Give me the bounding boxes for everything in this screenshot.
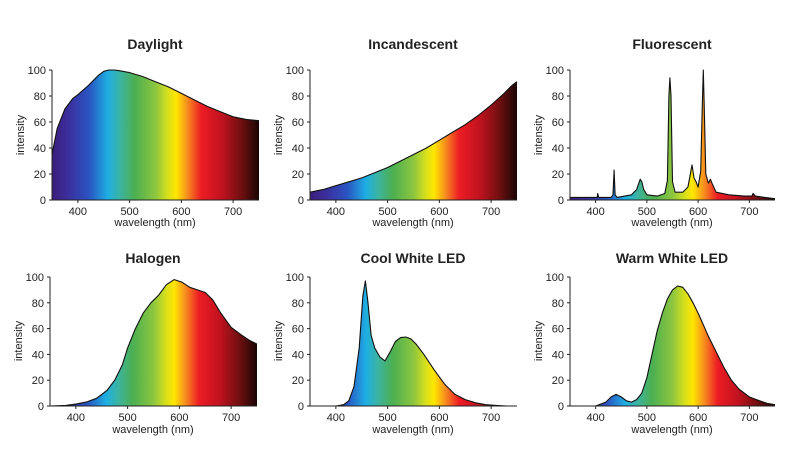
panel-title: Daylight xyxy=(127,36,183,52)
y-tick-label: 20 xyxy=(552,169,564,181)
spectrum-line xyxy=(309,81,518,193)
y-tick-label: 100 xyxy=(546,65,564,77)
x-tick-label: 500 xyxy=(118,412,136,424)
y-tick-label: 0 xyxy=(298,401,304,413)
x-tick-label: 700 xyxy=(740,412,758,424)
spectrum-area xyxy=(310,81,517,200)
spectrum-line xyxy=(570,285,776,407)
panel-fluorescent: Fluorescent wavelength (nm) intensity 0 2… xyxy=(533,36,776,229)
y-tick-label: 60 xyxy=(32,324,44,336)
x-tick-label: 700 xyxy=(740,206,758,218)
panel-cool-white-led: Cool White LED wavelength (nm) intensity… xyxy=(273,250,517,436)
panel-title: Fluorescent xyxy=(632,36,712,52)
y-tick-label: 80 xyxy=(292,298,304,310)
spectrum-line xyxy=(570,69,776,200)
y-axis-label: intensity xyxy=(15,114,27,155)
y-tick-label: 20 xyxy=(34,169,46,181)
y-axis-label: intensity xyxy=(13,320,25,361)
spectrum-line xyxy=(49,279,258,407)
y-tick-label: 100 xyxy=(286,65,304,77)
x-axis-label: wavelength (nm) xyxy=(113,217,195,229)
x-tick-label: 700 xyxy=(482,412,500,424)
spectrum-area xyxy=(50,279,257,406)
y-tick-label: 80 xyxy=(32,298,44,310)
panel-incandescent: Incandescent wavelength (nm) intensity 0… xyxy=(273,36,518,229)
x-tick-label: 400 xyxy=(586,412,604,424)
spectrum-line xyxy=(51,69,260,155)
x-tick-label: 600 xyxy=(689,412,707,424)
x-axis-label: wavelength (nm) xyxy=(111,424,193,436)
x-tick-label: 600 xyxy=(170,412,188,424)
y-tick-label: 20 xyxy=(32,375,44,387)
y-axis-label: intensity xyxy=(273,114,285,155)
y-axis-label: intensity xyxy=(273,320,285,361)
y-tick-label: 20 xyxy=(292,169,304,181)
y-tick-label: 80 xyxy=(292,91,304,103)
y-axis-label: intensity xyxy=(533,114,545,155)
y-tick-label: 40 xyxy=(32,349,44,361)
y-tick-label: 0 xyxy=(558,195,564,207)
y-tick-label: 40 xyxy=(34,143,46,155)
y-tick-label: 100 xyxy=(28,65,46,77)
y-tick-label: 80 xyxy=(34,91,46,103)
x-tick-label: 500 xyxy=(638,206,656,218)
x-axis-label: wavelength (nm) xyxy=(630,217,712,229)
spectrum-area xyxy=(310,280,517,406)
x-tick-label: 400 xyxy=(69,206,87,218)
y-tick-label: 40 xyxy=(552,143,564,155)
panel-title: Warm White LED xyxy=(616,250,728,266)
panel-daylight: Daylight wavelength (nm) intensity 0 20 40… xyxy=(15,36,260,229)
x-tick-label: 600 xyxy=(172,206,190,218)
panel-warm-white-led: Warm White LED wavelength (nm) intensity… xyxy=(533,250,776,436)
spectrum-line xyxy=(310,280,517,407)
x-tick-label: 500 xyxy=(378,412,396,424)
x-tick-label: 500 xyxy=(638,412,656,424)
spectrum-area xyxy=(570,286,775,406)
panel-title: Halogen xyxy=(125,250,180,266)
x-tick-label: 600 xyxy=(689,206,707,218)
y-tick-label: 60 xyxy=(34,117,46,129)
y-tick-label: 80 xyxy=(552,298,564,310)
y-tick-label: 60 xyxy=(292,324,304,336)
y-tick-label: 80 xyxy=(552,91,564,103)
x-tick-label: 500 xyxy=(378,206,396,218)
y-tick-label: 100 xyxy=(26,272,44,284)
y-tick-label: 0 xyxy=(558,401,564,413)
y-tick-label: 40 xyxy=(292,143,304,155)
x-axis-label: wavelength (nm) xyxy=(371,217,453,229)
y-tick-label: 20 xyxy=(552,375,564,387)
panel-title: Incandescent xyxy=(368,36,458,52)
y-tick-label: 60 xyxy=(292,117,304,129)
y-tick-label: 60 xyxy=(552,324,564,336)
x-tick-label: 700 xyxy=(482,206,500,218)
y-tick-label: 100 xyxy=(286,272,304,284)
x-tick-label: 400 xyxy=(327,412,345,424)
x-tick-label: 700 xyxy=(222,412,240,424)
y-tick-label: 0 xyxy=(38,401,44,413)
x-axis-label: wavelength (nm) xyxy=(371,424,453,436)
y-tick-label: 0 xyxy=(40,195,46,207)
panel-title: Cool White LED xyxy=(361,250,466,266)
panel-halogen: Halogen wavelength (nm) intensity 0 20 40 6… xyxy=(13,250,258,436)
spectrum-area xyxy=(52,70,259,200)
x-tick-label: 400 xyxy=(327,206,345,218)
y-tick-label: 100 xyxy=(546,272,564,284)
y-tick-label: 20 xyxy=(292,375,304,387)
x-tick-label: 700 xyxy=(224,206,242,218)
x-axis-label: wavelength (nm) xyxy=(630,424,712,436)
x-tick-label: 600 xyxy=(430,412,448,424)
y-tick-label: 40 xyxy=(292,349,304,361)
x-tick-label: 400 xyxy=(586,206,604,218)
x-tick-label: 600 xyxy=(430,206,448,218)
y-axis-label: intensity xyxy=(533,320,545,361)
y-tick-label: 0 xyxy=(298,195,304,207)
x-tick-label: 500 xyxy=(120,206,138,218)
x-tick-label: 400 xyxy=(67,412,85,424)
y-tick-label: 60 xyxy=(552,117,564,129)
y-tick-label: 40 xyxy=(552,349,564,361)
